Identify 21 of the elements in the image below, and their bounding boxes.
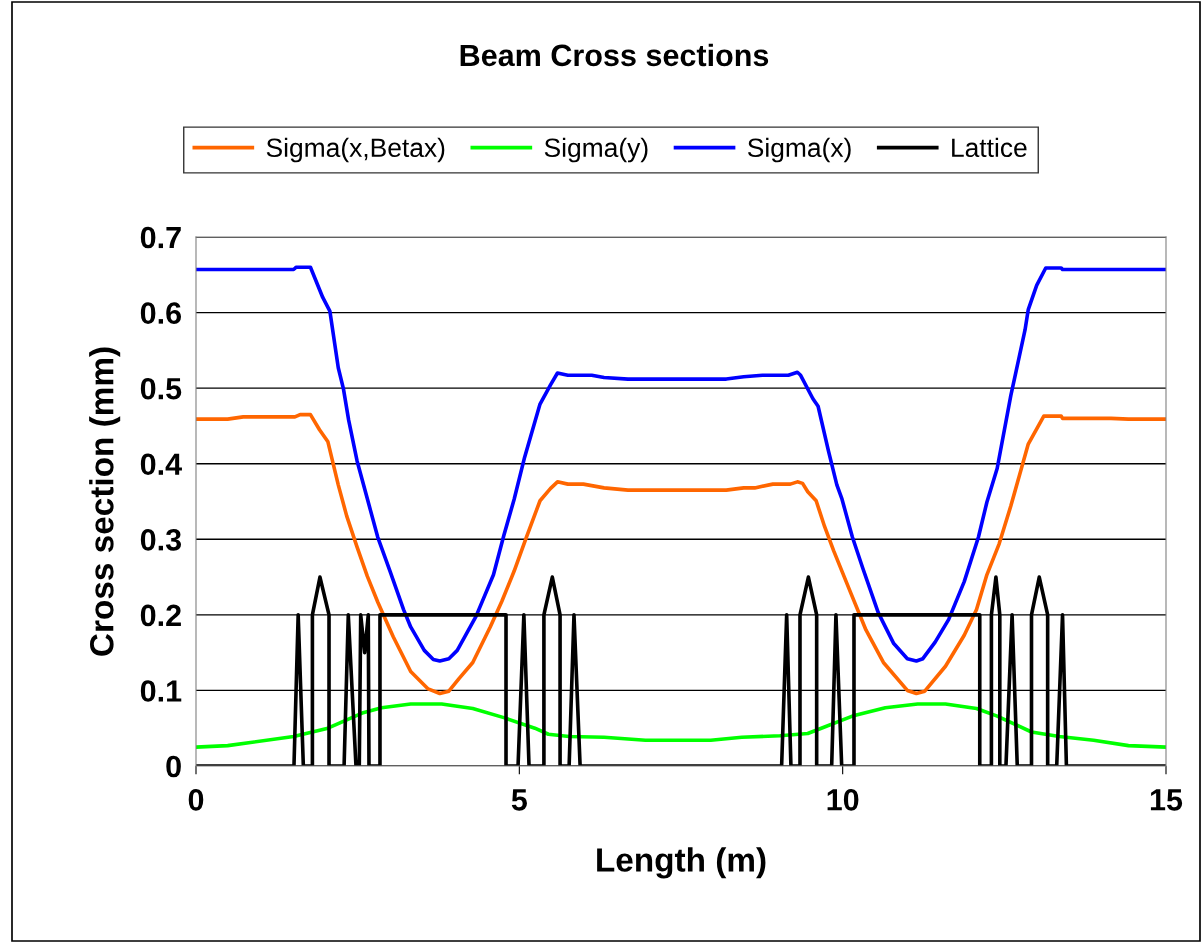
y-tick-label: 0.4 [140, 453, 182, 476]
x-tick-label: 0 [188, 789, 204, 811]
y-tick-label: 0.3 [140, 529, 182, 551]
x-tick-label: 5 [511, 789, 527, 811]
legend-label: Sigma(x,Betax) [266, 137, 445, 163]
y-tick-label: 0.6 [140, 302, 182, 324]
y-tick-label: 0 [166, 755, 181, 778]
y-axis-title: Cross section (mm) [89, 347, 121, 656]
legend-label: Sigma(y) [544, 137, 648, 163]
y-tick-label: 0.1 [140, 680, 182, 702]
y-tick-label: 0.5 [140, 377, 182, 400]
line-series [196, 412, 1166, 696]
y-tick-label: 0.2 [140, 604, 181, 627]
legend-label: Lattice [952, 137, 1027, 158]
x-tick-label: 15 [1150, 789, 1183, 811]
chart-title: Beam Cross sections [460, 43, 769, 67]
line-series [196, 265, 1166, 663]
y-tick-label: 0.7 [140, 226, 181, 249]
legend-label: Sigma(x) [747, 137, 851, 163]
x-tick-label: 10 [827, 789, 859, 811]
x-axis-title: Length (m) [597, 847, 766, 879]
